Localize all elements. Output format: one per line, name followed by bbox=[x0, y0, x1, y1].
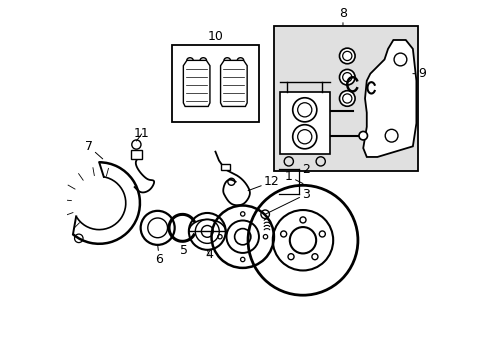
Text: 10: 10 bbox=[207, 30, 223, 43]
Circle shape bbox=[292, 98, 316, 122]
Circle shape bbox=[339, 91, 354, 106]
Text: 9: 9 bbox=[412, 67, 425, 80]
Circle shape bbox=[393, 53, 406, 66]
Circle shape bbox=[385, 129, 397, 142]
Polygon shape bbox=[363, 40, 416, 157]
Circle shape bbox=[339, 69, 354, 85]
Text: 11: 11 bbox=[134, 127, 149, 141]
Text: 5: 5 bbox=[180, 241, 188, 257]
Bar bbox=[273, 26, 417, 171]
Bar bbox=[221, 164, 230, 170]
Text: 2: 2 bbox=[302, 163, 309, 176]
Text: 12: 12 bbox=[247, 175, 279, 191]
Text: 8: 8 bbox=[338, 7, 346, 25]
Circle shape bbox=[358, 131, 367, 140]
Text: 3: 3 bbox=[264, 188, 309, 214]
Text: 6: 6 bbox=[155, 245, 163, 266]
Circle shape bbox=[339, 48, 354, 64]
Bar bbox=[131, 150, 142, 159]
Circle shape bbox=[292, 125, 316, 149]
Bar bbox=[279, 92, 329, 154]
Bar bbox=[171, 45, 258, 122]
Text: 1: 1 bbox=[285, 170, 303, 184]
Text: 7: 7 bbox=[84, 140, 102, 159]
Text: 4: 4 bbox=[204, 248, 213, 261]
